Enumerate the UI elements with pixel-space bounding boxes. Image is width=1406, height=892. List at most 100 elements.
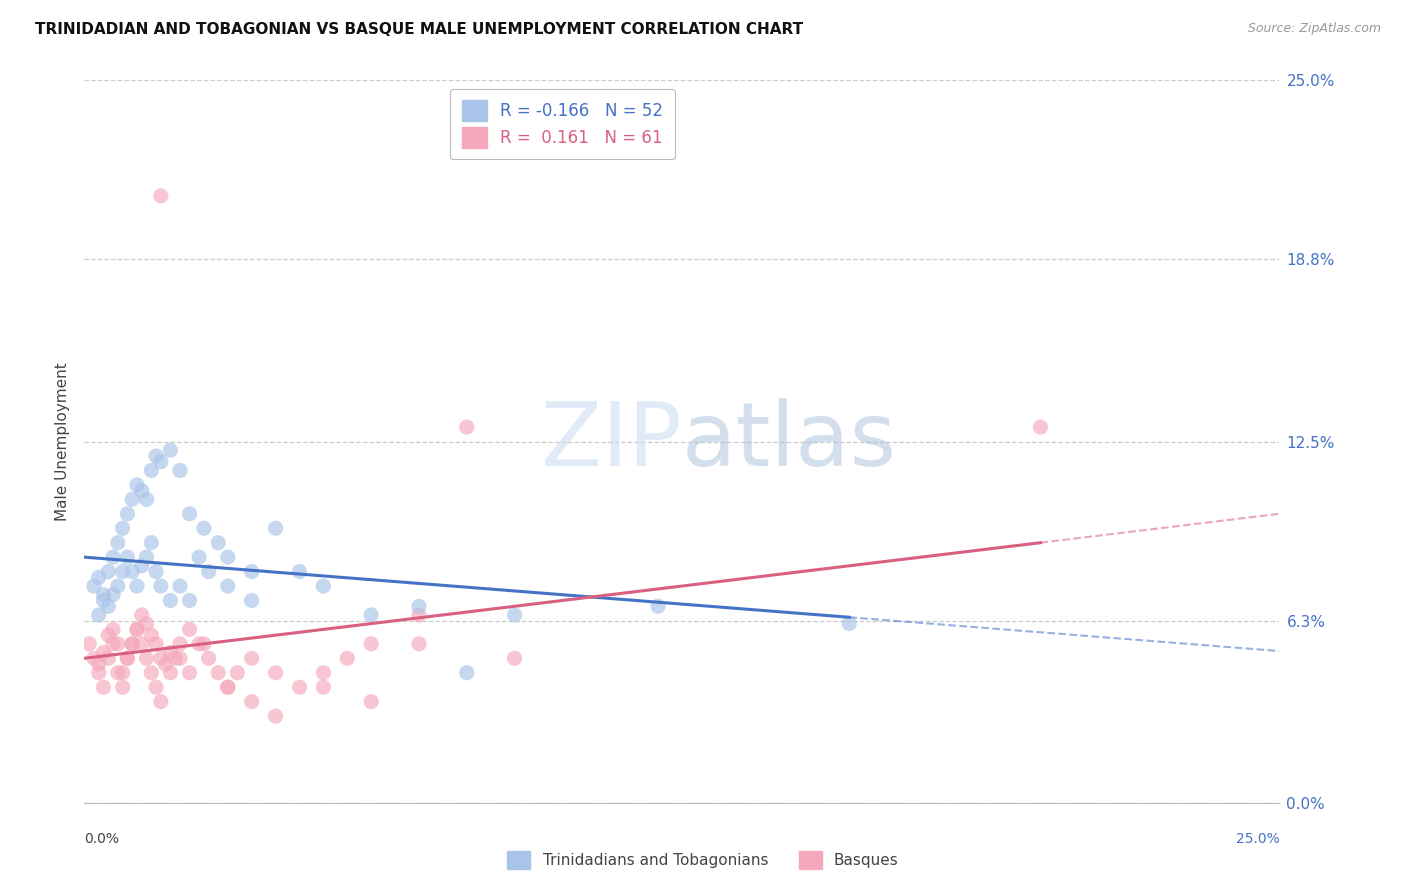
Point <box>1029 420 1052 434</box>
Point <box>117 550 139 565</box>
Point <box>169 579 191 593</box>
Point <box>145 449 167 463</box>
Point <box>179 623 201 637</box>
Point <box>240 593 263 607</box>
Point <box>101 637 124 651</box>
Point <box>193 521 215 535</box>
Point <box>159 646 181 660</box>
Point <box>503 607 526 622</box>
Point <box>149 455 172 469</box>
Point <box>197 651 219 665</box>
Point <box>131 558 153 573</box>
Point <box>149 651 172 665</box>
Point <box>165 651 187 665</box>
Point <box>264 665 287 680</box>
Point <box>145 637 167 651</box>
Point <box>141 628 163 642</box>
Point <box>93 680 115 694</box>
Point <box>456 420 478 434</box>
Point <box>87 665 110 680</box>
Point <box>101 623 124 637</box>
Point <box>149 189 172 203</box>
Point <box>107 535 129 549</box>
Point <box>217 579 239 593</box>
Point <box>217 680 239 694</box>
Point <box>240 651 263 665</box>
Point <box>107 665 129 680</box>
Point <box>360 695 382 709</box>
Point <box>117 651 139 665</box>
Point <box>87 570 110 584</box>
Point <box>288 565 311 579</box>
Text: TRINIDADIAN AND TOBAGONIAN VS BASQUE MALE UNEMPLOYMENT CORRELATION CHART: TRINIDADIAN AND TOBAGONIAN VS BASQUE MAL… <box>35 22 803 37</box>
Point <box>336 651 359 665</box>
Point <box>838 616 860 631</box>
Point <box>360 607 382 622</box>
Point <box>169 463 191 477</box>
Point <box>77 637 100 651</box>
Point <box>188 637 211 651</box>
Point <box>503 651 526 665</box>
Point <box>240 695 263 709</box>
Point <box>111 665 134 680</box>
Point <box>97 565 120 579</box>
Point <box>159 665 181 680</box>
Point <box>647 599 669 614</box>
Point <box>97 628 120 642</box>
Point <box>121 565 143 579</box>
Y-axis label: Male Unemployment: Male Unemployment <box>55 362 70 521</box>
Point <box>135 651 157 665</box>
Point <box>97 651 120 665</box>
Point <box>159 593 181 607</box>
Point <box>135 492 157 507</box>
Point <box>117 651 139 665</box>
Point <box>312 665 335 680</box>
Point <box>169 651 191 665</box>
Point <box>121 492 143 507</box>
Point <box>145 565 167 579</box>
Point <box>87 607 110 622</box>
Text: atlas: atlas <box>682 398 897 485</box>
Point <box>456 665 478 680</box>
Point <box>117 507 139 521</box>
Point <box>149 579 172 593</box>
Point <box>159 443 181 458</box>
Text: 0.0%: 0.0% <box>84 831 120 846</box>
Point <box>125 579 148 593</box>
Point <box>121 637 143 651</box>
Point <box>121 637 143 651</box>
Point <box>288 680 311 694</box>
Point <box>135 550 157 565</box>
Point <box>408 637 430 651</box>
Point <box>207 535 229 549</box>
Point <box>125 478 148 492</box>
Point <box>226 665 249 680</box>
Point <box>408 599 430 614</box>
Point <box>93 593 115 607</box>
Point <box>217 550 239 565</box>
Point <box>188 550 211 565</box>
Point <box>131 607 153 622</box>
Point <box>107 637 129 651</box>
Point <box>155 657 177 671</box>
Point <box>240 565 263 579</box>
Point <box>264 709 287 723</box>
Point <box>111 521 134 535</box>
Point <box>179 665 201 680</box>
Point <box>264 521 287 535</box>
Point <box>97 599 120 614</box>
Point <box>107 579 129 593</box>
Point <box>217 680 239 694</box>
Point <box>193 637 215 651</box>
Point <box>101 588 124 602</box>
Text: Source: ZipAtlas.com: Source: ZipAtlas.com <box>1247 22 1381 36</box>
Point <box>87 657 110 671</box>
Point <box>145 680 167 694</box>
Point <box>179 507 201 521</box>
Point <box>141 535 163 549</box>
Point <box>207 665 229 680</box>
Point <box>179 593 201 607</box>
Point <box>312 579 335 593</box>
Point <box>408 607 430 622</box>
Point <box>141 463 163 477</box>
